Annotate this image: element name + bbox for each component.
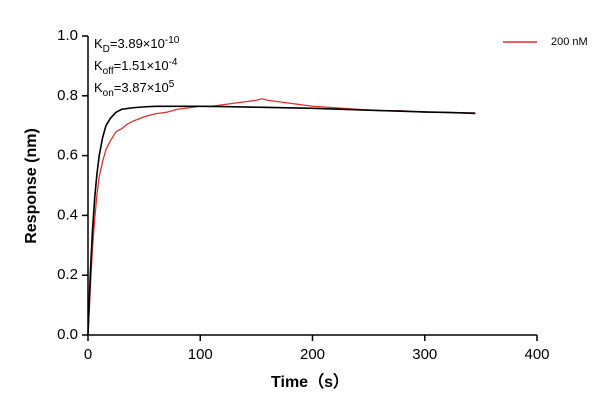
x-tick-label: 100 [188,346,213,363]
legend-label: 200 nM [551,36,588,48]
y-tick-label: 0.6 [57,147,78,164]
annotation-symbol: K [94,58,103,73]
annotation: KD=3.89×10-10 [94,35,180,55]
y-tick-label: 0.2 [57,266,78,283]
y-tick-label: 0.8 [57,87,78,104]
x-tick-label: 300 [412,346,437,363]
x-tick-label: 400 [524,346,549,363]
x-tick-label: 200 [300,346,325,363]
x-axis-title: Time（s） [271,373,349,391]
annotation: Koff=1.51×10-4 [94,57,178,77]
annotation-sub: on [103,88,114,99]
annotation: Kon=3.87×105 [94,79,175,99]
annotation-sup: -10 [165,35,180,46]
annotation-sup: 5 [169,79,175,90]
annotation-text: =3.89×10 [110,36,165,51]
y-axis-title: Response (nm) [23,128,40,244]
annotation-symbol: K [94,36,103,51]
annotation-text: =1.51×10 [114,58,169,73]
data-line [87,105,476,336]
annotation-text: =3.87×10 [114,80,169,95]
annotation-sup: -4 [169,57,178,68]
annotation-sub: D [103,44,110,55]
data-line [87,98,476,336]
x-tick-label: 0 [84,346,92,363]
y-tick-label: 1.0 [57,27,78,44]
annotation-sub: off [103,66,114,77]
y-tick-label: 0.4 [57,206,78,223]
annotation-symbol: K [94,80,103,95]
y-tick-label: 0.0 [57,326,78,343]
